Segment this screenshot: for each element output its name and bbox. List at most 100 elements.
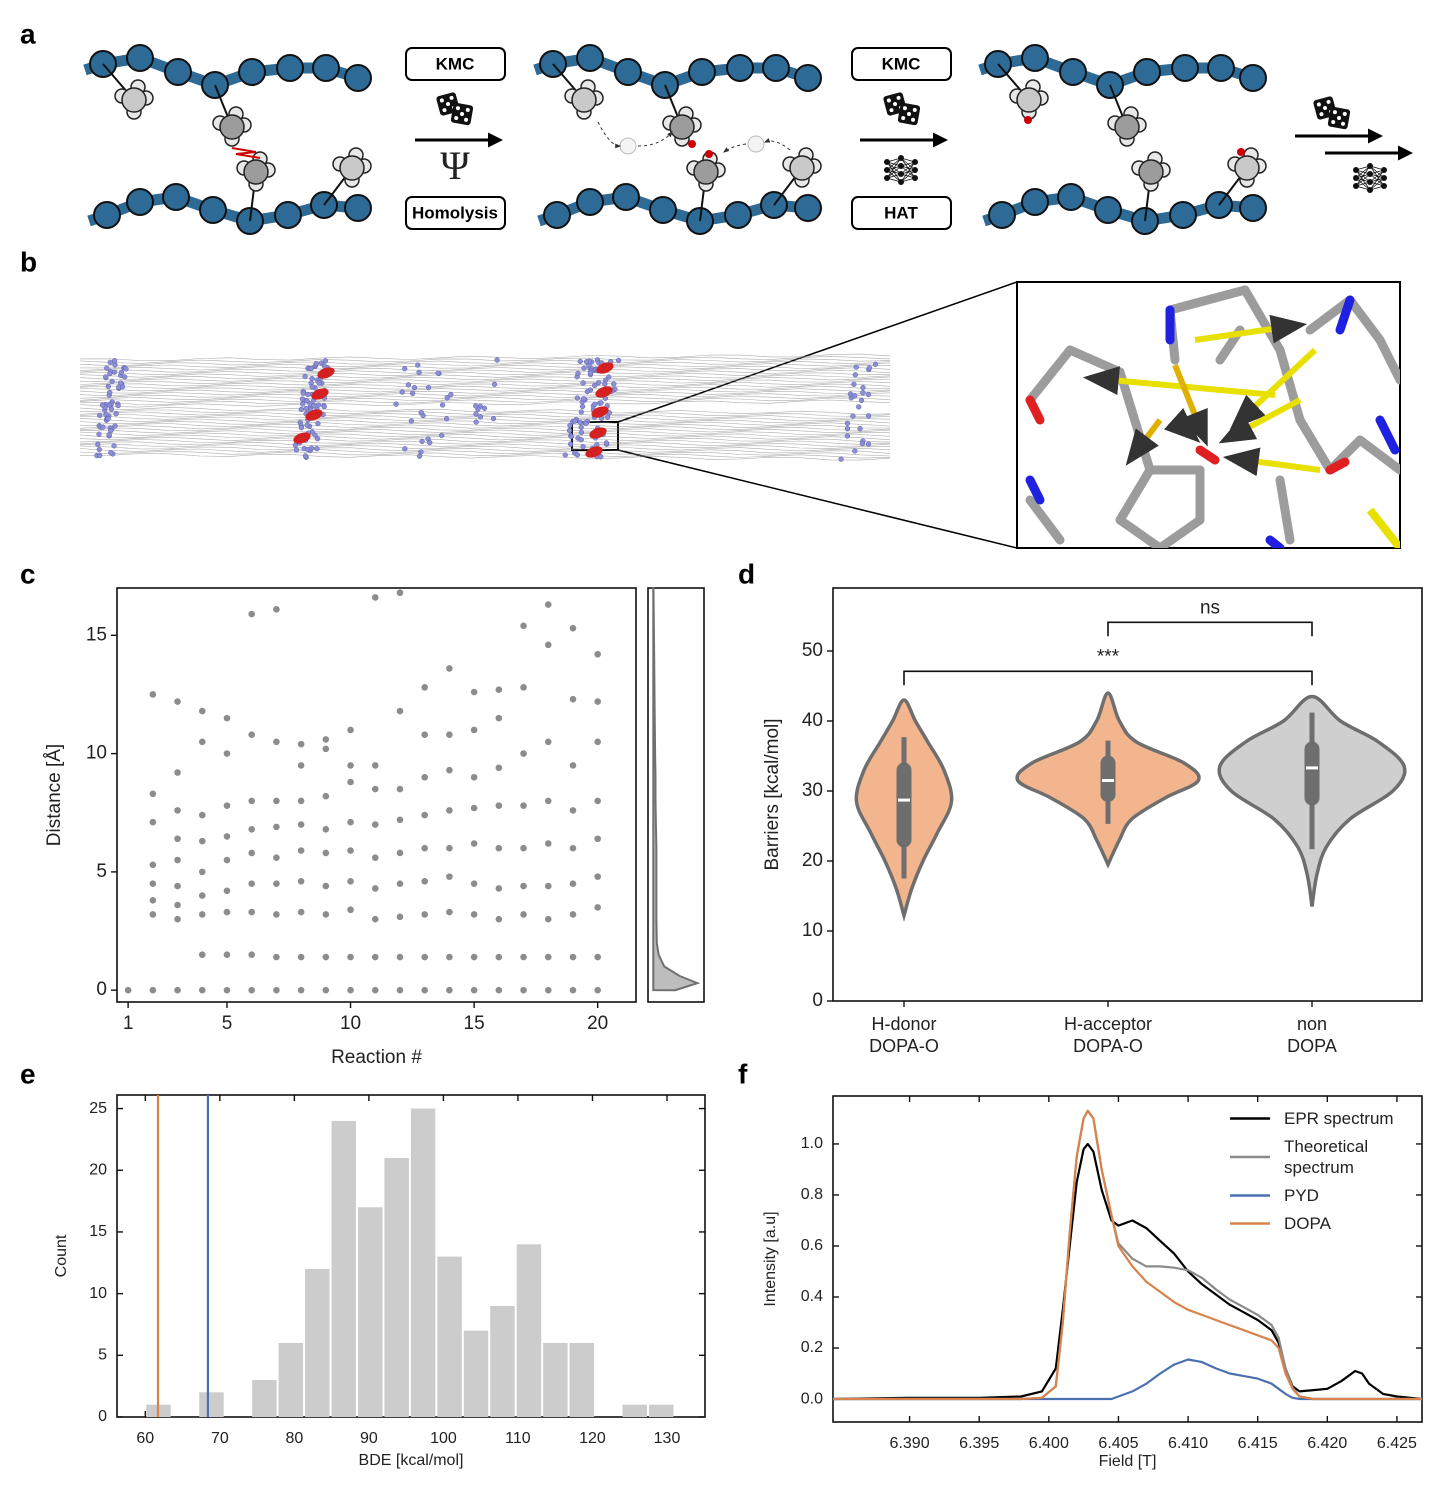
- crosslink-atom: [603, 440, 610, 446]
- fibril-strand: [79, 388, 891, 397]
- y-tick-label: 5: [96, 861, 107, 882]
- scatter-point: [198, 707, 206, 715]
- crosslink-atom: [408, 418, 415, 424]
- scatter-point: [198, 986, 206, 994]
- scatter-point: [421, 986, 428, 994]
- die-pip: [1316, 102, 1321, 107]
- carbon: [693, 159, 719, 185]
- bond-stick: [1335, 295, 1355, 335]
- y-tick-label: 15: [86, 624, 107, 645]
- hist-bar: [622, 1404, 647, 1417]
- scatter-point: [174, 698, 181, 705]
- crosslink-atom: [298, 406, 304, 413]
- net-node: [1381, 183, 1387, 189]
- die-pip: [1331, 120, 1336, 125]
- axes-frame: [832, 1095, 1423, 1423]
- legend-label: EPR spectrum: [1284, 1109, 1394, 1128]
- scatter-point: [371, 785, 379, 793]
- crosslink-atom: [106, 402, 113, 408]
- series-line: [832, 1142, 1423, 1401]
- crosslink-atom: [405, 382, 412, 388]
- x-tick-label: 6.405: [1098, 1435, 1138, 1452]
- scatter-point: [149, 986, 157, 994]
- step-label: HAT: [884, 203, 918, 222]
- monomer: [762, 54, 790, 82]
- net-node: [898, 155, 904, 161]
- fibril-strand: [79, 374, 891, 383]
- scatter-point: [149, 880, 157, 888]
- scatter-point: [569, 953, 577, 961]
- hop-path: [723, 143, 747, 153]
- scatter-point: [322, 953, 330, 961]
- crosslink-atom: [402, 366, 408, 372]
- scatter-point: [297, 762, 305, 769]
- crosslink-atom: [435, 370, 441, 376]
- step-box: [405, 47, 506, 81]
- x-tick-label-holder: H-donor DOPA-O: [869, 1014, 939, 1056]
- scatter-point: [495, 714, 503, 722]
- scatter-point: [544, 882, 552, 890]
- crosslink-atom: [577, 419, 583, 425]
- die-pip: [1341, 121, 1346, 126]
- inset: [1016, 281, 1401, 549]
- scatter-point: [174, 915, 181, 923]
- bond-stick: [1025, 395, 1045, 425]
- crosslink-atom: [583, 420, 589, 427]
- scatter-point: [248, 826, 255, 833]
- step-box: [851, 196, 952, 230]
- carbon: [1016, 87, 1042, 113]
- significance-bracket: [903, 670, 1313, 686]
- crosslink-atom: [602, 381, 608, 387]
- scatter-point: [347, 778, 354, 786]
- y-tick-label: 0.6: [801, 1237, 823, 1254]
- crosslink-atom: [104, 365, 110, 371]
- scatter-point: [470, 840, 478, 847]
- scatter-point: [297, 908, 305, 916]
- bond-stick: [1025, 475, 1045, 505]
- net-edge: [886, 157, 902, 179]
- scatter-point: [198, 837, 206, 845]
- y-tick-label: 1.0: [801, 1135, 823, 1152]
- crosslink-atom: [439, 432, 445, 439]
- crosslink-atom: [580, 380, 586, 386]
- x-axis-label: Reaction #: [331, 1047, 422, 1068]
- scatter-point: [421, 811, 428, 819]
- crosslink-atom: [566, 427, 573, 434]
- net-node: [884, 167, 890, 173]
- scatter-point: [569, 844, 577, 852]
- inset-scene: [1025, 285, 1400, 548]
- crosslink-atom: [574, 452, 581, 458]
- fibril-strand: [79, 421, 891, 429]
- fibril-strand: [79, 392, 891, 401]
- scatter-point: [396, 816, 404, 824]
- bond-stick: [1375, 415, 1400, 455]
- scatter-point: [198, 911, 206, 918]
- crosslink-atom: [293, 447, 300, 453]
- scatter-point: [223, 714, 231, 722]
- hop-path: [597, 121, 622, 149]
- crosslink-atom: [97, 452, 103, 459]
- crosslink-atom: [494, 357, 500, 363]
- crosslink-atom: [578, 429, 585, 436]
- monomer: [1171, 54, 1199, 82]
- crosslink-atom: [838, 456, 844, 462]
- scatter-point: [223, 833, 231, 840]
- y-tick-label: 15: [89, 1223, 107, 1240]
- x-tick-label: 6.390: [890, 1435, 930, 1452]
- crosslink-atom: [107, 370, 113, 377]
- scatter-point: [396, 589, 404, 597]
- x-tick-label: 90: [360, 1430, 378, 1447]
- hist-bar: [278, 1342, 304, 1417]
- crosslink-atom: [312, 432, 318, 438]
- die-pip: [1332, 110, 1337, 115]
- scatter-point: [594, 738, 601, 746]
- y-tick-label: 5: [98, 1347, 107, 1364]
- scatter-point: [174, 882, 181, 890]
- monomer: [649, 196, 677, 224]
- crosslink-atom: [477, 414, 484, 420]
- fibril-strand: [80, 360, 891, 369]
- hydrogen-ghost: [747, 135, 765, 153]
- dopa-site: [585, 446, 603, 458]
- step-label: KMC: [882, 54, 921, 73]
- die-pip: [465, 107, 470, 112]
